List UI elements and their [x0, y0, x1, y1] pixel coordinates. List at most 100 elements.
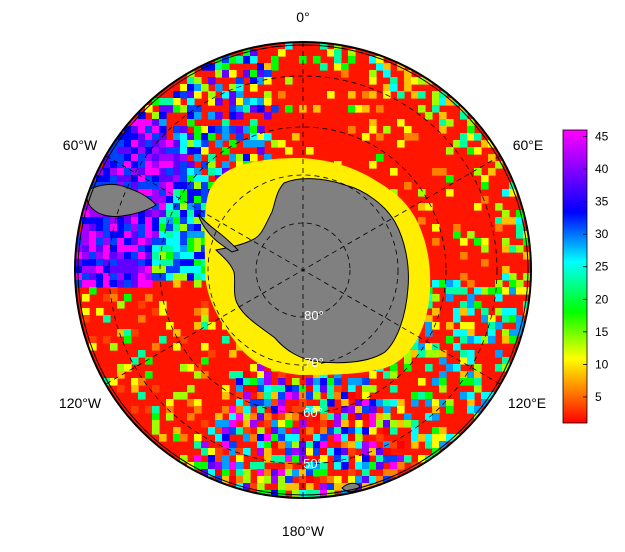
ocean-data-cell	[502, 287, 510, 295]
ocean-data-cell	[166, 168, 174, 176]
ocean-data-cell	[82, 203, 90, 211]
lon-label-120w: 120°W	[59, 395, 102, 411]
ocean-data-cell	[495, 294, 503, 302]
ocean-data-cell	[369, 420, 377, 428]
ocean-data-cell	[145, 294, 153, 302]
ocean-data-cell	[222, 469, 230, 477]
ocean-data-cell	[180, 238, 188, 246]
ocean-data-cell	[334, 420, 342, 428]
ocean-data-cell	[173, 189, 181, 197]
ocean-data-cell	[194, 441, 202, 449]
ocean-data-cell	[474, 378, 482, 386]
ocean-data-cell	[117, 245, 125, 253]
ocean-data-cell	[362, 133, 370, 141]
ocean-data-cell	[229, 413, 237, 421]
ocean-data-cell	[187, 399, 195, 407]
ocean-data-cell	[516, 287, 524, 295]
ocean-data-cell	[383, 406, 391, 414]
ocean-data-cell	[173, 182, 181, 190]
ocean-data-cell	[159, 217, 167, 225]
ocean-data-cell	[348, 378, 356, 386]
ocean-data-cell	[285, 483, 293, 491]
ocean-data-cell	[285, 462, 293, 470]
ocean-data-cell	[264, 469, 272, 477]
ocean-data-cell	[138, 350, 146, 358]
ocean-data-cell	[488, 168, 496, 176]
ocean-data-cell	[271, 63, 279, 71]
ocean-data-cell	[257, 133, 265, 141]
ocean-data-cell	[138, 126, 146, 134]
ocean-data-cell	[117, 364, 125, 372]
ocean-data-cell	[397, 441, 405, 449]
ocean-data-cell	[467, 301, 475, 309]
ocean-data-cell	[390, 385, 398, 393]
ocean-data-cell	[194, 399, 202, 407]
ocean-data-cell	[257, 413, 265, 421]
ocean-data-cell	[453, 224, 461, 232]
ocean-data-cell	[320, 413, 328, 421]
ocean-data-cell	[474, 147, 482, 155]
ocean-data-cell	[110, 252, 118, 260]
ocean-data-cell	[194, 147, 202, 155]
ocean-data-cell	[467, 119, 475, 127]
ocean-data-cell	[243, 49, 251, 57]
ocean-data-cell	[292, 378, 300, 386]
ocean-data-cell	[229, 70, 237, 78]
ocean-data-cell	[229, 476, 237, 484]
colorbar: 5 10 15 20 25 30 35 40 45	[562, 130, 609, 424]
ocean-data-cell	[362, 469, 370, 477]
ocean-data-cell	[110, 161, 118, 169]
ocean-data-cell	[89, 336, 97, 344]
ocean-data-cell	[236, 56, 244, 64]
ocean-data-cell	[439, 126, 447, 134]
ocean-data-cell	[103, 168, 111, 176]
ocean-data-cell	[376, 63, 384, 71]
ocean-data-cell	[397, 462, 405, 470]
ocean-data-cell	[236, 161, 244, 169]
ocean-data-cell	[425, 364, 433, 372]
ocean-data-cell	[166, 217, 174, 225]
map-border-inner	[77, 44, 529, 496]
ocean-data-cell	[334, 63, 342, 71]
ocean-data-cell	[467, 350, 475, 358]
ocean-data-cell	[460, 252, 468, 260]
ocean-data-cell	[138, 245, 146, 253]
ocean-data-cell	[425, 399, 433, 407]
ocean-data-cell	[432, 378, 440, 386]
ocean-data-cell	[145, 266, 153, 274]
ocean-data-cell	[166, 161, 174, 169]
ocean-data-cell	[236, 105, 244, 113]
ocean-data-cell	[208, 455, 216, 463]
ocean-data-cell	[418, 77, 426, 85]
ocean-data-cell	[117, 217, 125, 225]
ocean-data-cell	[82, 273, 90, 281]
ocean-data-cell	[418, 350, 426, 358]
ocean-data-cell	[271, 392, 279, 400]
ocean-data-cell	[495, 287, 503, 295]
ocean-data-cell	[117, 168, 125, 176]
ocean-data-cell	[313, 392, 321, 400]
ocean-data-cell	[103, 273, 111, 281]
ocean-data-cell	[348, 427, 356, 435]
ocean-data-cell	[285, 77, 293, 85]
ocean-data-cell	[152, 413, 160, 421]
ocean-data-cell	[222, 168, 230, 176]
ocean-data-cell	[131, 406, 139, 414]
ocean-data-cell	[138, 238, 146, 246]
ocean-data-cell	[327, 392, 335, 400]
ocean-data-cell	[404, 420, 412, 428]
ocean-data-cell	[257, 126, 265, 134]
ocean-data-cell	[369, 126, 377, 134]
ocean-data-cell	[250, 154, 258, 162]
ocean-data-cell	[222, 427, 230, 435]
ocean-data-cell	[355, 441, 363, 449]
ocean-data-cell	[89, 252, 97, 260]
ocean-data-cell	[446, 189, 454, 197]
ocean-data-cell	[327, 49, 335, 57]
ocean-data-cell	[502, 266, 510, 274]
ocean-data-cell	[257, 427, 265, 435]
ocean-data-cell	[271, 385, 279, 393]
ocean-data-cell	[348, 105, 356, 113]
ocean-data-cell	[285, 441, 293, 449]
ocean-data-cell	[439, 119, 447, 127]
